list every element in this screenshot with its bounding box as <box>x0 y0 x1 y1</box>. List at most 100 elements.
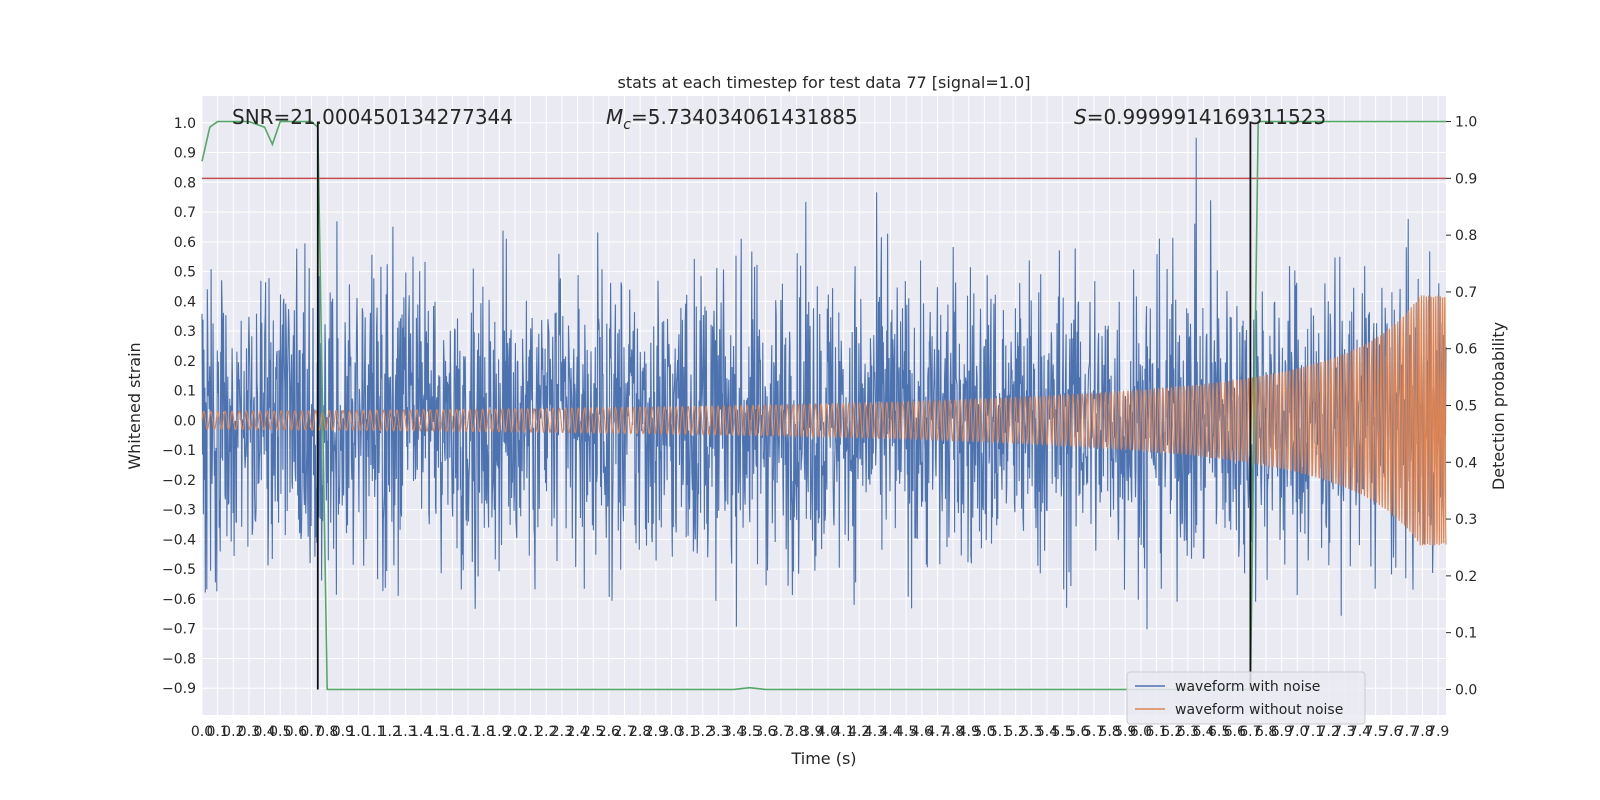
x-tick-label: 4.8 <box>942 724 964 740</box>
y2-tick-label: 0.9 <box>1455 171 1477 187</box>
x-tick-label: 2.2 <box>535 724 557 740</box>
y-tick-label: −0.8 <box>162 651 196 667</box>
y2-tick-label: 0.4 <box>1455 455 1477 471</box>
x-tick-label: 7.8 <box>1411 724 1433 740</box>
chart-title: stats at each timestep for test data 77 … <box>618 73 1031 92</box>
y-tick-label: 0.3 <box>174 324 196 340</box>
y2-tick-label: 0.3 <box>1455 512 1477 528</box>
x-tick-label: 5.6 <box>1067 724 1089 740</box>
x-tick-label: 0.8 <box>316 724 338 740</box>
y2-tick-label: 0.7 <box>1455 285 1477 301</box>
x-tick-label: 1.5 <box>426 724 448 740</box>
x-tick-label: 4.7 <box>926 724 948 740</box>
detection-probability-line <box>201 120 1446 691</box>
y-tick-label: 0.8 <box>174 175 196 191</box>
x-tick-label: 6.1 <box>1145 724 1167 740</box>
legend: waveform with noise waveform without noi… <box>1126 671 1366 725</box>
y-tick-label: 0.2 <box>174 354 196 370</box>
y-tick-label: −0.7 <box>162 622 196 638</box>
x-tick-label: 5.3 <box>1020 724 1042 740</box>
x-tick-label: 7.1 <box>1302 724 1324 740</box>
x-tick-label: 2.4 <box>566 724 588 740</box>
x-tick-label: 2.5 <box>582 724 604 740</box>
x-tick-label: 5.9 <box>1114 724 1136 740</box>
y2-tick-label: 0.5 <box>1455 399 1477 415</box>
x-tick-label: 6.4 <box>1192 724 1214 740</box>
x-tick-label: 7.0 <box>1286 724 1308 740</box>
snr-annotation: SNR=21.000450134277344 <box>232 105 513 129</box>
y2-tick-label: 0.8 <box>1455 228 1477 244</box>
x-tick-label: 4.0 <box>817 724 839 740</box>
y2-axis-label: Detection probability <box>1489 322 1508 490</box>
x-tick-label: 5.1 <box>989 724 1011 740</box>
x-tick-label: 7.5 <box>1364 724 1386 740</box>
x-tick-label: 0.4 <box>253 724 275 740</box>
noisy-waveform-trace <box>201 137 1447 630</box>
left-axis-ticks: 1.0 0.9 0.8 0.7 0.6 0.5 0.4 0.3 0.2 0.1 0.0 −0.1 −0.… <box>162 116 196 697</box>
right-axis-ticks: 1.0 0.9 0.8 0.7 0.6 0.5 0.4 0.3 0.2 0.1 0.0 <box>1446 115 1477 698</box>
x-tick-label: 1.9 <box>488 724 510 740</box>
x-tick-label: 6.0 <box>1130 724 1152 740</box>
x-tick-label: 7.3 <box>1333 724 1355 740</box>
x-tick-label: 5.7 <box>1083 724 1105 740</box>
legend-label-noisy: waveform with noise <box>1175 679 1320 695</box>
x-tick-label: 6.9 <box>1271 724 1293 740</box>
x-tick-label: 4.6 <box>911 724 933 740</box>
x-tick-label: 4.3 <box>864 724 886 740</box>
x-tick-label: 2.8 <box>629 724 651 740</box>
detection-stat-symbol: S <box>1074 105 1087 129</box>
x-tick-label: 0.6 <box>285 724 307 740</box>
x-tick-label: 0.9 <box>332 724 354 740</box>
x-tick-label: 6.5 <box>1208 724 1230 740</box>
x-tick-label: 7.2 <box>1318 724 1340 740</box>
x-tick-label: 6.3 <box>1177 724 1199 740</box>
x-tick-label: 3.8 <box>785 724 807 740</box>
x-tick-label: 3.3 <box>707 724 729 740</box>
x-tick-label: 1.8 <box>473 724 495 740</box>
x-tick-label: 0.0 <box>191 724 213 740</box>
x-tick-label: 2.3 <box>551 724 573 740</box>
y-tick-label: −0.5 <box>162 562 196 578</box>
x-tick-label: 1.7 <box>457 724 479 740</box>
y2-tick-label: 0.1 <box>1455 626 1477 642</box>
y-axis-label: Whitened strain <box>125 342 144 469</box>
x-tick-label: 0.7 <box>300 724 322 740</box>
y-tick-label: 0.5 <box>174 265 196 281</box>
x-tick-label: 7.7 <box>1396 724 1418 740</box>
x-tick-label: 1.6 <box>441 724 463 740</box>
x-tick-label: 2.0 <box>504 724 526 740</box>
y2-tick-label: 0.0 <box>1455 682 1477 698</box>
x-tick-label: 6.7 <box>1239 724 1261 740</box>
y-tick-label: 0.0 <box>174 413 196 429</box>
x-tick-label: 3.6 <box>754 724 776 740</box>
detection-stat-annotation: S=0.9999914169311523 <box>1074 105 1326 129</box>
y-tick-label: 1.0 <box>174 116 196 132</box>
x-tick-label: 2.9 <box>645 724 667 740</box>
x-tick-label: 0.3 <box>238 724 260 740</box>
x-tick-label: 0.1 <box>207 724 229 740</box>
y-tick-label: 0.4 <box>174 294 196 310</box>
y-tick-label: 0.1 <box>174 384 196 400</box>
chirp-mass-subscript: c <box>623 117 631 133</box>
y-tick-label: −0.6 <box>162 592 196 608</box>
y-tick-label: 0.7 <box>174 205 196 221</box>
x-tick-label: 3.1 <box>676 724 698 740</box>
x-tick-label: 1.4 <box>410 724 432 740</box>
x-tick-label: 3.0 <box>660 724 682 740</box>
x-tick-label: 6.6 <box>1224 724 1246 740</box>
x-axis-label: Time (s) <box>790 749 856 768</box>
y-tick-label: −0.9 <box>162 681 196 697</box>
x-tick-label: 5.0 <box>973 724 995 740</box>
clean-waveform <box>201 295 1447 546</box>
y2-tick-label: 0.6 <box>1455 342 1477 358</box>
x-tick-label: 0.5 <box>269 724 291 740</box>
x-tick-label: 0.2 <box>222 724 244 740</box>
chirp-mass-value: =5.734034061431885 <box>631 105 858 129</box>
x-tick-label: 7.9 <box>1427 724 1449 740</box>
x-tick-label: 3.9 <box>801 724 823 740</box>
x-tick-label: 1.1 <box>363 724 385 740</box>
y2-tick-label: 1.0 <box>1455 115 1477 131</box>
x-tick-label: 1.2 <box>379 724 401 740</box>
y-tick-label: −0.1 <box>162 443 196 459</box>
